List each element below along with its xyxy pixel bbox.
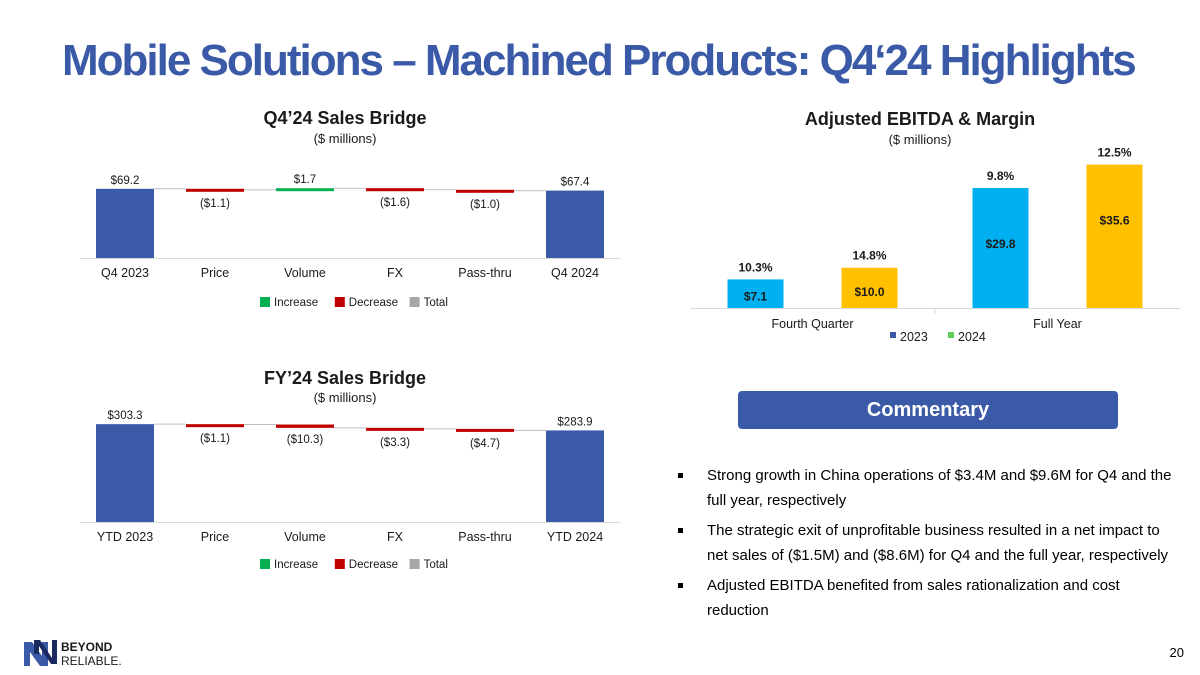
- logo-text-1: BEYOND: [61, 640, 113, 654]
- category-label: Q4 2024: [551, 266, 599, 280]
- data-label: ($1.0): [470, 199, 500, 211]
- ebitda-bar-2023-fourth-quarter: [727, 279, 784, 308]
- data-label: ($1.1): [200, 198, 230, 210]
- category-label: Full Year: [1033, 317, 1082, 331]
- page-number: 20: [1169, 645, 1184, 660]
- legend-swatch-decrease: [334, 559, 345, 569]
- commentary-bullet: The strategic exit of unprofitable busin…: [676, 518, 1176, 568]
- legend-label: Total: [424, 297, 448, 309]
- data-label: ($1.6): [380, 197, 410, 209]
- ebitda-bar-2024-fourth-quarter: [841, 267, 898, 308]
- bridge-bar-volume: [276, 424, 334, 428]
- ebitda-margin-label: 12.5%: [1097, 146, 1131, 160]
- commentary-header: Commentary: [738, 391, 1118, 429]
- bridge-bar-fx: [366, 188, 424, 192]
- legend-swatch-decrease: [334, 297, 345, 307]
- ebitda-subtitle: ($ millions): [888, 132, 952, 147]
- bridge-bar-q4-2024: [546, 190, 604, 258]
- legend-label: 2024: [958, 330, 986, 344]
- ebitda-margin-label: 10.3%: [738, 260, 772, 274]
- category-label: YTD 2024: [547, 530, 603, 544]
- data-label: $67.4: [561, 177, 590, 189]
- ebitda-margin-label: 9.8%: [987, 169, 1015, 183]
- category-label: Pass-thru: [458, 266, 512, 280]
- category-label: FX: [387, 266, 404, 280]
- legend-swatch-total: [409, 297, 420, 307]
- ebitda-value-label: $7.1: [744, 290, 768, 304]
- data-label: ($10.3): [287, 434, 324, 446]
- fy-bridge-title: FY’24 Sales Bridge: [263, 368, 427, 388]
- legend-swatch-2024: [948, 332, 954, 338]
- commentary-bullet: Adjusted EBITDA benefited from sales rat…: [676, 573, 1176, 623]
- page-title: Mobile Solutions – Machined Products: Q4…: [62, 36, 1137, 85]
- bridge-bar-fx: [366, 427, 424, 431]
- data-label: ($3.3): [380, 437, 410, 449]
- data-label: $283.9: [557, 416, 592, 428]
- legend-swatch-increase: [260, 297, 270, 307]
- bridge-bar-ytd-2023: [96, 424, 154, 522]
- category-label: Pass-thru: [458, 530, 512, 544]
- category-label: YTD 2023: [97, 530, 153, 544]
- ebitda-value-label: $10.0: [854, 285, 884, 299]
- commentary-list: Strong growth in China operations of $3.…: [676, 463, 1176, 628]
- legend-label: Increase: [274, 297, 318, 309]
- data-label: ($4.7): [470, 438, 500, 450]
- data-label: $303.3: [107, 410, 142, 422]
- fy-bridge-subtitle: ($ millions): [313, 390, 377, 405]
- beyond-reliable-logo: BEYOND RELIABLE.: [24, 640, 122, 668]
- bridge-bar-price: [186, 424, 244, 428]
- category-label: Volume: [284, 266, 326, 280]
- q4-sales-bridge-chart: $69.2 Q4 2023 ($1.1) Price $1.7 Volume ($1.6) F…: [80, 174, 620, 309]
- commentary-bullet: Strong growth in China operations of $3.…: [676, 463, 1176, 513]
- ebitda-value-label: $29.8: [985, 237, 1015, 251]
- bridge-bar-pass-thru: [456, 428, 514, 432]
- category-label: Volume: [284, 530, 326, 544]
- legend-label: Decrease: [349, 297, 398, 309]
- logo-text-2: RELIABLE.: [61, 654, 122, 668]
- legend-swatch-total: [409, 559, 420, 569]
- legend-label: Decrease: [349, 559, 398, 571]
- category-label: Price: [201, 266, 230, 280]
- category-label: Fourth Quarter: [772, 317, 854, 331]
- bridge-bar-ytd-2024: [546, 430, 604, 522]
- legend-swatch-increase: [260, 559, 270, 569]
- bridge-bar-volume: [276, 188, 334, 192]
- legend-label: 2023: [900, 330, 928, 344]
- q4-bridge-subtitle: ($ millions): [313, 131, 377, 146]
- data-label: $1.7: [294, 174, 316, 186]
- ebitda-margin-label: 14.8%: [852, 249, 886, 263]
- data-label: $69.2: [111, 175, 140, 187]
- legend-label: Total: [424, 559, 448, 571]
- ebitda-value-label: $35.6: [1099, 214, 1129, 228]
- bridge-bar-q4-2023: [96, 188, 154, 258]
- fy-sales-bridge-chart: $303.3 YTD 2023 ($1.1) Price ($10.3) Volume ($…: [80, 410, 620, 571]
- ebitda-bar-2023-full-year: [972, 187, 1029, 308]
- q4-bridge-title: Q4’24 Sales Bridge: [263, 108, 427, 128]
- legend-label: Increase: [274, 559, 318, 571]
- bridge-bar-pass-thru: [456, 189, 514, 193]
- legend-swatch-2023: [890, 332, 896, 338]
- bridge-bar-price: [186, 188, 244, 192]
- category-label: FX: [387, 530, 404, 544]
- category-label: Price: [201, 530, 230, 544]
- ebitda-title: Adjusted EBITDA & Margin: [804, 109, 1036, 129]
- category-label: Q4 2023: [101, 266, 149, 280]
- data-label: ($1.1): [200, 433, 230, 445]
- ebitda-bar-2024-full-year: [1086, 164, 1143, 308]
- ebitda-chart: $7.1 10.3% $10.0 14.8% Fourth Quarter $29.8 9.…: [690, 146, 1180, 344]
